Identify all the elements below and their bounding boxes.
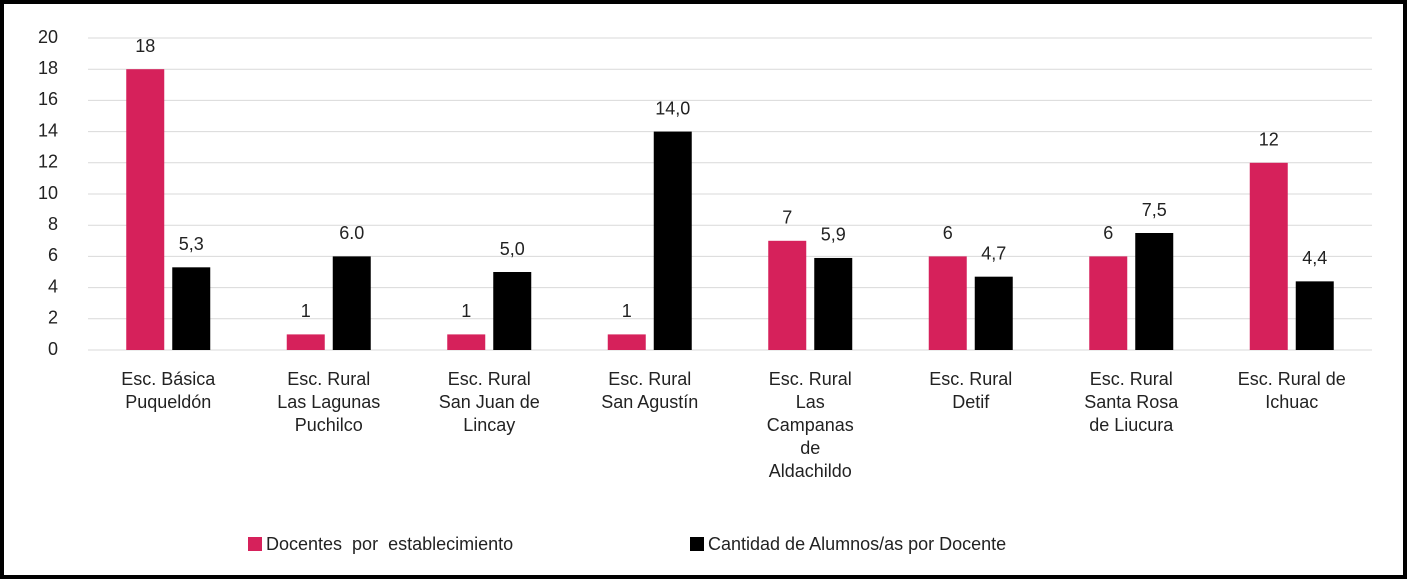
bar — [1295, 281, 1334, 350]
x-tick-label: de Liucura — [1089, 415, 1174, 435]
y-tick-label: 14 — [38, 120, 58, 140]
x-tick-label: San Juan de — [439, 392, 540, 412]
y-tick-label: 2 — [48, 308, 58, 328]
data-label: 5,0 — [500, 239, 525, 259]
data-label: 6 — [943, 223, 953, 243]
y-tick-label: 20 — [38, 27, 58, 47]
legend-label: Cantidad de Alumnos/as por Docente — [708, 534, 1006, 554]
x-tick-label: Esc. Rural de — [1238, 369, 1346, 389]
bar — [928, 256, 967, 350]
data-label: 1 — [301, 301, 311, 321]
x-tick-label: Esc. Rural — [287, 369, 370, 389]
x-tick-label: Esc. Rural — [769, 369, 852, 389]
x-tick-label: Puchilco — [295, 415, 363, 435]
y-tick-label: 12 — [38, 152, 58, 172]
data-label: 14,0 — [655, 98, 690, 118]
x-tick-label: Esc. Básica — [121, 369, 216, 389]
x-tick-label: Las — [796, 392, 825, 412]
legend-swatch — [248, 537, 262, 551]
data-label: 7 — [782, 208, 792, 228]
x-tick-label: Ichuac — [1265, 392, 1318, 412]
y-tick-label: 18 — [38, 58, 58, 78]
x-tick-label: Puqueldón — [125, 392, 211, 412]
x-tick-label: de — [800, 438, 820, 458]
x-tick-label: San Agustín — [601, 392, 698, 412]
bar — [974, 276, 1013, 350]
y-tick-label: 6 — [48, 245, 58, 265]
bar — [814, 257, 853, 350]
data-label: 6 — [1103, 223, 1113, 243]
bar — [172, 267, 211, 350]
legend-swatch — [690, 537, 704, 551]
data-label: 4,7 — [981, 243, 1006, 263]
data-label: 1 — [622, 301, 632, 321]
data-label: 7,5 — [1142, 200, 1167, 220]
data-label: 18 — [135, 36, 155, 56]
legend-label: Docentes por establecimiento — [266, 534, 513, 554]
x-tick-label: Esc. Rural — [929, 369, 1012, 389]
data-label: 6.0 — [339, 223, 364, 243]
bar — [286, 334, 325, 350]
bar — [653, 131, 692, 350]
data-label: 5,9 — [821, 225, 846, 245]
x-tick-label: Lincay — [463, 415, 515, 435]
bar — [768, 240, 807, 350]
bar — [1135, 233, 1174, 350]
x-tick-label: Santa Rosa — [1084, 392, 1179, 412]
data-label: 5,3 — [179, 234, 204, 254]
x-tick-label: Campanas — [767, 415, 854, 435]
y-tick-label: 16 — [38, 89, 58, 109]
data-label: 12 — [1259, 130, 1279, 150]
y-tick-label: 10 — [38, 183, 58, 203]
y-tick-label: 0 — [48, 339, 58, 359]
bar — [332, 256, 371, 350]
x-tick-label: Las Lagunas — [277, 392, 380, 412]
bar — [447, 334, 486, 350]
x-tick-label: Aldachildo — [769, 461, 852, 481]
x-tick-label: Esc. Rural — [1090, 369, 1173, 389]
x-tick-label: Detif — [952, 392, 990, 412]
y-tick-label: 8 — [48, 214, 58, 234]
x-tick-label: Esc. Rural — [448, 369, 531, 389]
bar — [493, 272, 532, 350]
bar — [607, 334, 646, 350]
data-label: 1 — [461, 301, 471, 321]
x-tick-label: Esc. Rural — [608, 369, 691, 389]
bar — [126, 69, 165, 350]
y-tick-label: 4 — [48, 276, 58, 296]
bar — [1089, 256, 1128, 350]
data-label: 4,4 — [1302, 248, 1327, 268]
bar — [1249, 162, 1288, 350]
